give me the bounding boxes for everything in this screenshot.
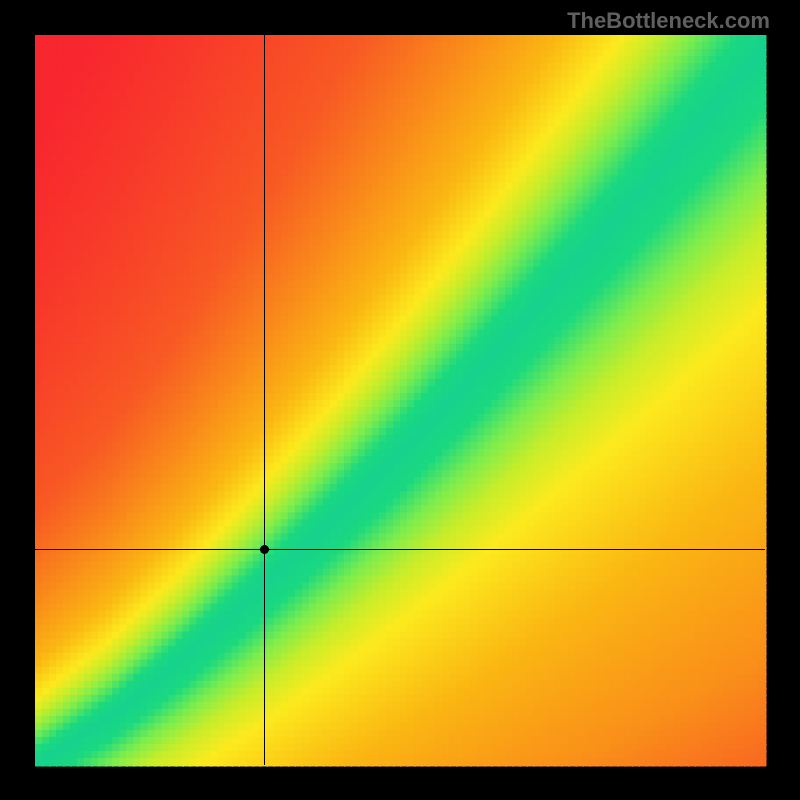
crosshair-vertical xyxy=(264,35,265,765)
crosshair-horizontal xyxy=(35,549,765,550)
bottleneck-heatmap xyxy=(0,0,800,800)
chart-container: TheBottleneck.com xyxy=(0,0,800,800)
watermark: TheBottleneck.com xyxy=(567,8,770,34)
